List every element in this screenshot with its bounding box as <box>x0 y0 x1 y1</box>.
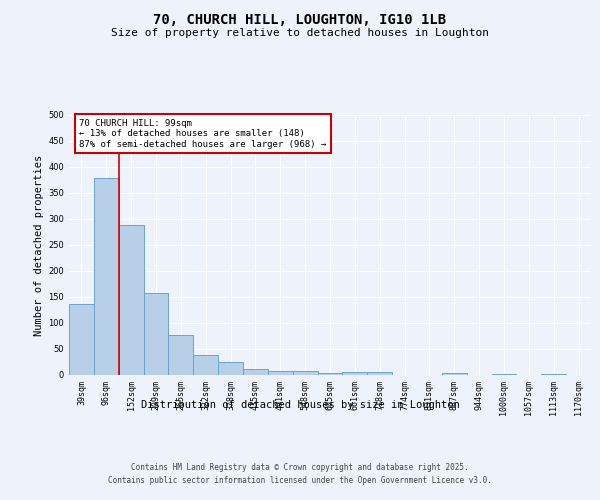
Text: 70, CHURCH HILL, LOUGHTON, IG10 1LB: 70, CHURCH HILL, LOUGHTON, IG10 1LB <box>154 12 446 26</box>
Bar <box>343 372 367 375</box>
Text: Size of property relative to detached houses in Loughton: Size of property relative to detached ho… <box>111 28 489 38</box>
Bar <box>367 372 392 375</box>
Bar <box>317 373 343 375</box>
Bar <box>293 371 317 375</box>
Bar <box>193 355 218 375</box>
Bar <box>541 374 566 375</box>
Bar <box>169 336 193 375</box>
Bar <box>442 374 467 375</box>
Text: Contains public sector information licensed under the Open Government Licence v3: Contains public sector information licen… <box>108 476 492 485</box>
Text: 70 CHURCH HILL: 99sqm
← 13% of detached houses are smaller (148)
87% of semi-det: 70 CHURCH HILL: 99sqm ← 13% of detached … <box>79 119 326 148</box>
Bar <box>243 370 268 375</box>
Bar <box>94 178 119 375</box>
Bar <box>69 304 94 375</box>
Text: Contains HM Land Registry data © Crown copyright and database right 2025.: Contains HM Land Registry data © Crown c… <box>131 462 469 471</box>
Bar <box>268 372 293 375</box>
Bar <box>491 374 517 375</box>
Bar <box>218 362 243 375</box>
Text: Distribution of detached houses by size in Loughton: Distribution of detached houses by size … <box>140 400 460 410</box>
Bar <box>143 293 169 375</box>
Y-axis label: Number of detached properties: Number of detached properties <box>34 154 44 336</box>
Bar <box>119 225 143 375</box>
